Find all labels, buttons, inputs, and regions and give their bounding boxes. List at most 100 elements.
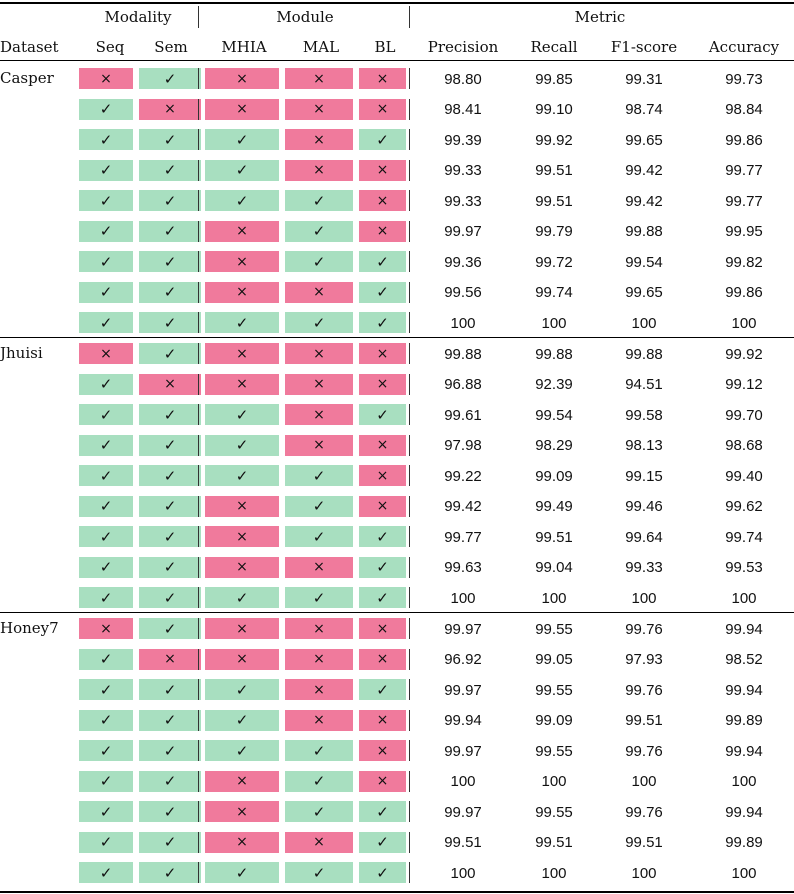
cross-cell: × [359,709,406,731]
metric-value: 99.54 [535,406,573,424]
cross-icon: × [313,162,325,178]
check-cell: ✓ [205,587,279,608]
check-cell: ✓ [359,862,406,883]
column-separator-1 [409,526,410,547]
column-separator-0 [198,68,199,89]
metric-value: 99.74 [725,528,763,546]
check-icon: ✓ [163,191,177,210]
metric-value: 100 [541,864,567,882]
cross-icon: × [313,712,325,728]
check-cell: ✓ [205,679,279,700]
cross-cell: × [285,679,353,700]
check-cell: ✓ [139,251,201,272]
column-separator-0 [198,526,199,547]
check-cell: ✓ [79,251,133,272]
check-icon: ✓ [99,405,113,424]
check-icon: ✓ [312,527,326,546]
metric-value: 99.65 [625,131,663,149]
cross-cell: × [205,98,279,120]
metric-value: 99.73 [725,70,763,88]
column-separator-0 [198,709,199,731]
column-separator-0 [198,373,199,395]
check-cell: ✓ [79,801,133,822]
column-separator-1 [409,709,410,731]
check-cell: ✓ [79,770,133,792]
metric-value: 99.09 [535,712,573,730]
check-icon: ✓ [312,863,326,882]
column-separator-0 [198,556,199,578]
column-separator-1 [409,556,410,578]
metric-value: 99.88 [625,345,663,363]
metric-value: 100 [541,589,567,607]
metric-value: 99.76 [625,803,663,821]
column-header-accuracy: Accuracy [708,37,780,56]
check-cell: ✓ [359,251,406,272]
metric-value: 99.04 [535,559,573,577]
group-rule-2 [0,612,794,613]
cross-icon: × [236,284,248,300]
check-cell: ✓ [285,312,353,333]
column-header-f1-score: F1-score [610,37,678,56]
check-icon: ✓ [235,588,249,607]
cross-icon: × [236,498,248,514]
cross-cell: × [205,220,279,242]
column-separator-0 [198,98,199,120]
cross-icon: × [376,192,389,209]
check-icon: ✓ [235,191,249,210]
check-cell: ✓ [205,190,279,211]
check-cell: ✓ [205,312,279,333]
metric-value: 99.51 [535,528,573,546]
check-cell: ✓ [139,343,201,364]
cross-icon: × [376,437,389,453]
metric-value: 100 [450,589,476,607]
cross-icon: × [100,620,112,637]
column-separator-1 [409,373,410,395]
check-cell: ✓ [139,556,201,578]
check-cell: ✓ [285,190,353,211]
cross-cell: × [205,831,279,853]
check-icon: ✓ [376,527,389,546]
check-icon: ✓ [163,222,177,240]
cross-cell: × [359,434,406,456]
check-cell: ✓ [79,862,133,883]
module-group-header: Module [276,8,334,26]
column-separator-1 [409,220,410,242]
cross-icon: × [236,70,248,87]
check-icon: ✓ [99,191,113,210]
check-cell: ✓ [359,556,406,578]
column-separator-1 [409,740,410,761]
check-cell: ✓ [139,220,201,242]
check-icon: ✓ [99,283,113,301]
column-separator-1 [409,343,410,364]
cross-icon: × [313,681,325,698]
cross-icon: × [236,253,248,270]
metric-value: 99.55 [535,681,573,699]
metric-value: 100 [541,773,567,791]
metric-value: 98.41 [444,101,482,119]
column-separator-0 [198,770,199,792]
check-icon: ✓ [163,313,177,332]
metric-value: 99.49 [535,498,573,516]
metric-value: 99.51 [625,712,663,730]
cross-icon: × [376,345,389,362]
check-cell: ✓ [359,587,406,608]
metric-value: 99.55 [535,620,573,638]
cross-icon: × [376,376,389,392]
column-separator-0 [198,404,199,425]
cross-icon: × [236,223,248,239]
check-icon: ✓ [99,650,113,668]
check-icon: ✓ [235,161,249,179]
metric-value: 99.97 [444,223,482,241]
cross-cell: × [79,343,133,364]
check-icon: ✓ [99,741,113,760]
cross-icon: × [236,620,248,637]
metric-value: 99.61 [444,406,482,424]
check-cell: ✓ [139,281,201,303]
cross-cell: × [205,801,279,822]
metric-value: 99.42 [625,192,663,210]
cross-icon: × [376,70,389,87]
metric-value: 99.33 [444,162,482,180]
metric-value: 97.93 [625,651,663,669]
cross-icon: × [236,376,248,392]
header-separator-1 [409,6,410,28]
